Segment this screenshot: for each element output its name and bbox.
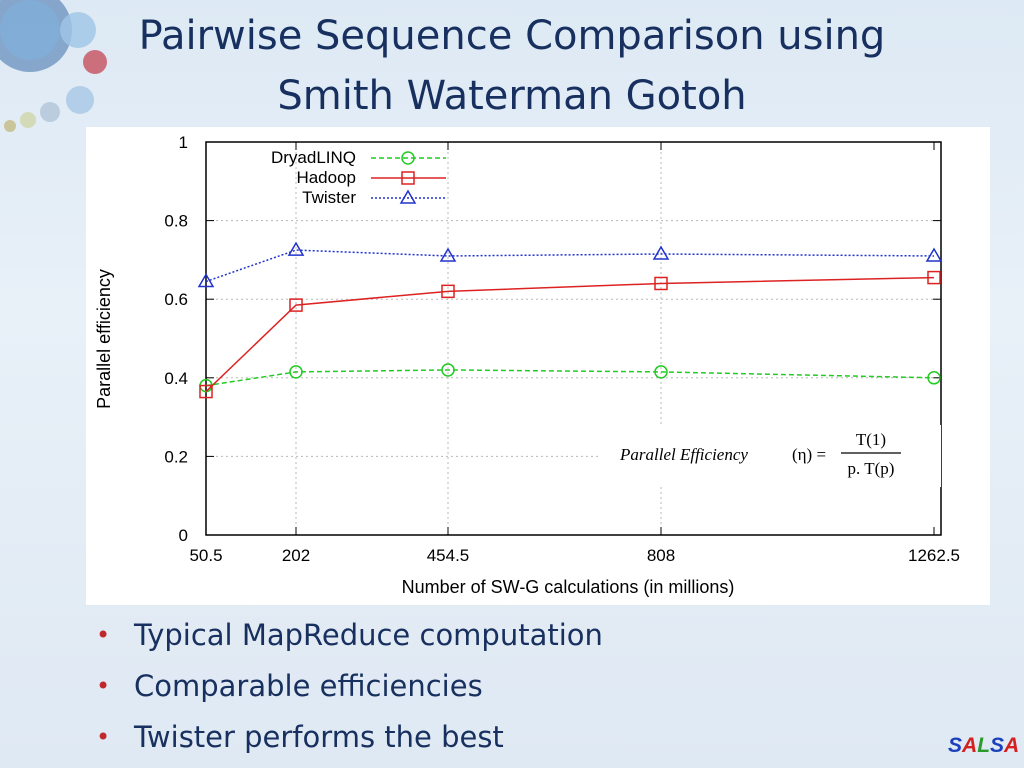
formula-symbol: (η) = — [792, 445, 826, 464]
y-tick-label: 0 — [179, 526, 188, 545]
salsa-letter: S — [948, 734, 963, 757]
x-tick-label: 1262.5 — [908, 546, 960, 565]
globe-decoration-icon — [0, 0, 107, 132]
hadoop-data-point — [441, 284, 455, 299]
legend-marker-twister — [399, 189, 417, 204]
legend-marker-dryadlinq — [401, 151, 415, 165]
dryadlinq-data-point — [654, 365, 668, 379]
formula-denominator: p. T(p) — [848, 459, 895, 478]
slide-title-line1: Pairwise Sequence Comparison using — [138, 13, 886, 59]
tick-layer: 0 0.2 0.4 0.6 0.8 1 50.5 202 454.5 808 1262.5 — [164, 133, 960, 565]
formula-numerator: T(1) — [856, 430, 886, 449]
x-tick-label: 50.5 — [189, 546, 222, 565]
efficiency-chart: 0 0.2 0.4 0.6 0.8 1 50.5 202 454.5 808 1262.5 Drya… — [94, 133, 960, 597]
legend-label-hadoop: Hadoop — [296, 168, 356, 187]
bullet-list: Typical MapReduce computation Comparable… — [96, 612, 603, 765]
twister-data-point — [287, 241, 305, 256]
twister-data-point — [439, 247, 457, 262]
hadoop-data-point — [654, 276, 668, 291]
hadoop-data-point — [289, 298, 303, 312]
salsa-letter: S — [990, 734, 1005, 757]
dryadlinq-data-point — [927, 371, 941, 385]
x-tick-label: 454.5 — [427, 546, 470, 565]
salsa-letter: A — [1004, 734, 1020, 757]
dryadlinq-data-point — [441, 363, 455, 377]
y-axis-label: Parallel efficiency — [94, 269, 114, 409]
efficiency-formula: Parallel Efficiency (η) = T(1) p. T(p) — [601, 425, 941, 487]
x-axis-label: Number of SW-G calculations (in millions… — [402, 577, 735, 597]
hadoop-series-line — [205, 276, 935, 393]
dryadlinq-data-point — [289, 365, 303, 379]
slide-title-line2: Smith Waterman Gotoh — [277, 73, 747, 119]
y-tick-label: 1 — [179, 133, 188, 152]
twister-data-point — [197, 273, 215, 288]
legend-label-twister: Twister — [302, 188, 356, 207]
y-tick-label: 0.4 — [164, 369, 188, 388]
salsa-logo: SALSA — [948, 734, 1019, 758]
legend-label-dryadlinq: DryadLINQ — [271, 148, 356, 167]
hadoop-data-point — [199, 384, 213, 399]
twister-data-point — [925, 247, 943, 262]
grid-layer — [206, 142, 941, 535]
bullet-item: Typical MapReduce computation — [96, 612, 603, 663]
x-tick-label: 202 — [282, 546, 310, 565]
bullet-item: Twister performs the best — [96, 714, 603, 765]
dryadlinq-series-line — [205, 369, 935, 387]
chart-panel: 0 0.2 0.4 0.6 0.8 1 50.5 202 454.5 808 1262.5 Drya… — [86, 127, 990, 605]
twister-data-point — [652, 245, 670, 260]
formula-lhs: Parallel Efficiency — [619, 445, 748, 464]
plot-frame — [205, 141, 942, 536]
hadoop-data-point — [927, 270, 941, 285]
y-tick-label: 0.8 — [164, 212, 188, 231]
salsa-letter: A — [962, 734, 978, 757]
x-tick-label: 808 — [647, 546, 675, 565]
salsa-letter: L — [977, 734, 991, 757]
twister-series-line — [205, 249, 935, 283]
series-layer — [197, 241, 943, 399]
legend-marker-hadoop — [401, 171, 415, 185]
y-tick-label: 0.6 — [164, 290, 188, 309]
y-tick-label: 0.2 — [164, 447, 188, 466]
bullet-item: Comparable efficiencies — [96, 663, 603, 714]
